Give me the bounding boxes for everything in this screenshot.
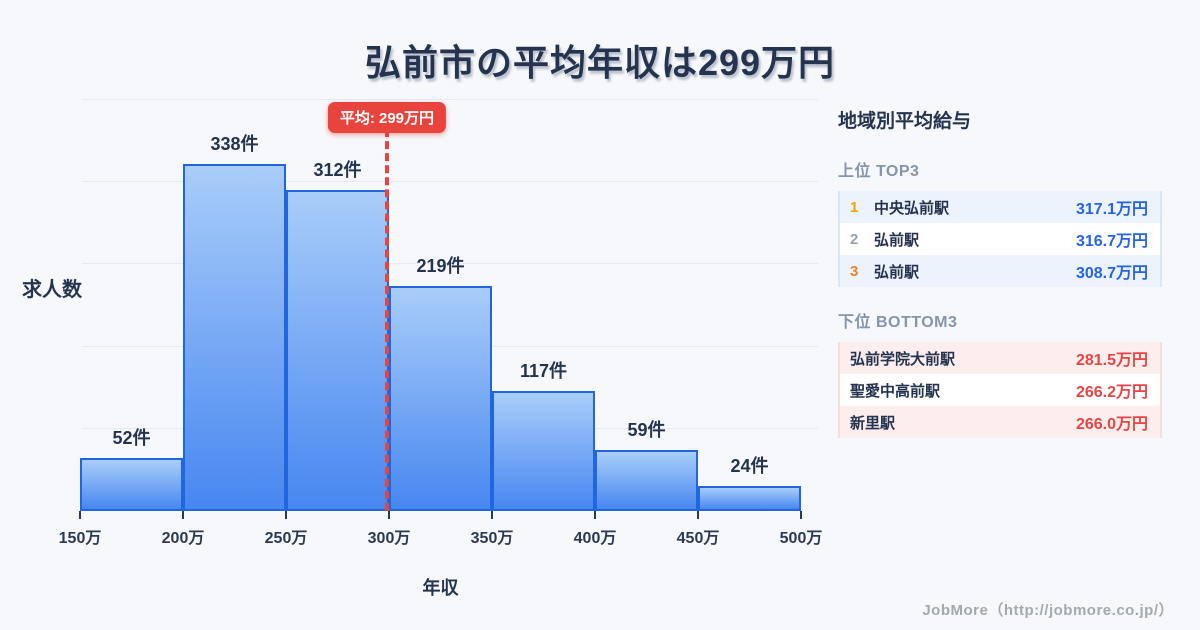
station-name: 中央弘前駅 [874,199,950,217]
x-tick-mark [79,511,81,519]
station-name: 弘前駅 [874,263,920,281]
x-tick-label: 500万 [779,530,823,547]
station-name: 弘前駅 [874,231,920,249]
ranking-row: 1 中央弘前駅 317.1万円 [840,191,1160,223]
x-tick-mark [697,511,699,519]
station-salary-value: 317.1万円 [1075,201,1148,218]
station-name: 新里駅 [850,414,896,432]
histogram-bar [698,486,801,511]
bar-value-label: 117件 [519,360,568,381]
x-tick-label: 200万 [161,530,205,547]
x-tick-label: 250万 [264,530,308,547]
histogram-plot: 52件 338件 312件 219件 117件 59件 24件 150万 200万 250万 30… [59,99,822,547]
panel-title: 地域別平均給与 [838,111,972,132]
x-tick-mark [594,511,596,519]
rank-number: 1 [850,198,859,216]
bar-value-label: 52件 [112,427,151,448]
bar-value-label: 338件 [210,133,259,154]
x-tick-mark [388,511,390,519]
x-tick-mark [181,511,184,519]
y-axis-label: 求人数 [22,279,82,301]
gridline [82,99,818,100]
histogram-bar [183,163,286,511]
bar-value-label: 312件 [313,160,362,181]
x-tick-label: 450万 [676,530,720,547]
x-tick-mark [800,511,802,519]
gridline [82,263,818,265]
ranking-row: 弘前学院大前駅 281.5万円 [840,342,1160,374]
ranking-row: 聖愛中高前駅 266.2万円 [840,374,1160,406]
histogram-bar [389,285,492,511]
bottom3-table: 弘前学院大前駅 281.5万円聖愛中高前駅 266.2万円新里駅 266.0万円 [838,342,1162,438]
histogram-bar [492,390,595,511]
ranking-row: 新里駅 266.0万円 [840,406,1160,438]
bar-value-label: 219件 [416,255,465,276]
histogram-bar [286,190,389,511]
station-salary-value: 266.2万円 [1075,384,1148,401]
station-salary-value: 308.7万円 [1075,265,1148,282]
top3-heading: 上位 TOP3 [838,163,920,180]
page-title: 弘前市の平均年収は299万円 [364,42,836,83]
x-tick-label: 400万 [573,530,617,547]
x-tick-mark [490,511,493,519]
x-tick-label: 350万 [470,530,514,547]
histogram-bar [595,450,698,511]
average-dashed-line [384,129,389,511]
x-axis-label: 年収 [422,578,459,598]
average-value-badge: 平均: 299万円 [327,102,447,133]
x-tick-label: 150万 [58,530,102,547]
region-salary-panel: 地域別平均給与 上位 TOP3 1 中央弘前駅 317.1万円 2 弘前駅 316.7万円… [838,106,1162,438]
bar-value-label: 59件 [627,420,666,441]
station-salary-value: 316.7万円 [1075,233,1148,250]
bar-value-label: 24件 [730,456,769,477]
gridline [82,181,818,183]
footer-credit-link[interactable]: JobMore（http://jobmore.co.jp/） [922,602,1174,619]
bottom3-heading: 下位 BOTTOM3 [838,314,958,331]
station-salary-value: 281.5万円 [1075,352,1148,369]
station-salary-value: 266.0万円 [1075,416,1148,433]
histogram-bar [80,457,183,511]
station-name: 弘前学院大前駅 [850,350,956,368]
x-tick-mark [284,511,287,519]
rank-number: 3 [850,262,859,280]
ranking-row: 2 弘前駅 316.7万円 [840,223,1160,255]
station-name: 聖愛中高前駅 [850,382,941,400]
rank-number: 2 [850,230,859,248]
ranking-row: 3 弘前駅 308.7万円 [840,255,1160,287]
x-tick-label: 300万 [367,530,411,547]
top3-table: 1 中央弘前駅 317.1万円 2 弘前駅 316.7万円 3 弘前駅 308.7万円 [838,191,1162,287]
